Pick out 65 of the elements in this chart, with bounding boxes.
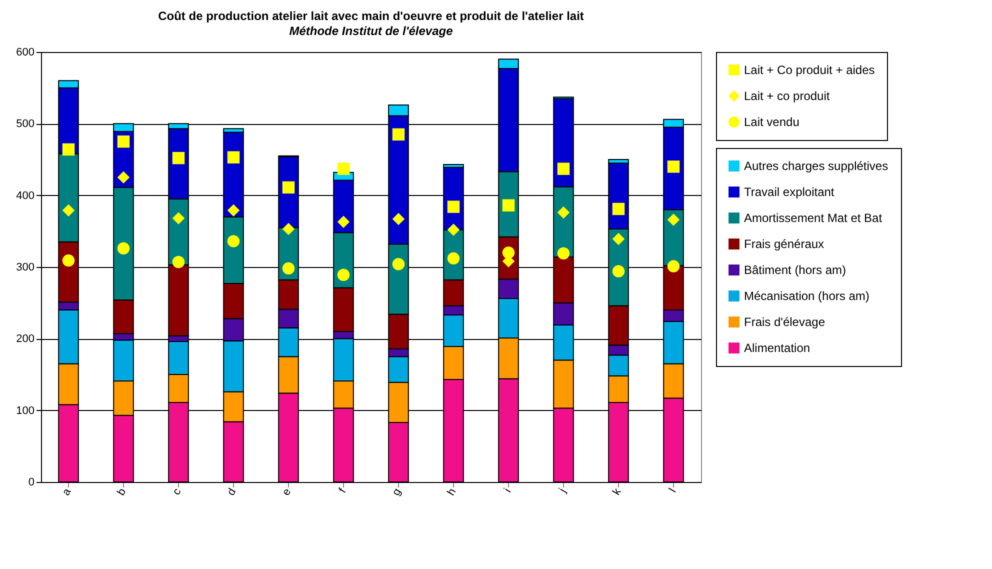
point (612, 232, 625, 246)
chart-title: Coût de production atelier lait avec main d'oeuvre et produit de l'atelier lait (158, 9, 584, 23)
point (62, 204, 75, 217)
point (557, 206, 570, 219)
point (172, 152, 185, 164)
point (282, 262, 295, 275)
legend-label: Lait + co produit (744, 89, 830, 103)
point (557, 162, 570, 175)
point (337, 162, 350, 175)
point (392, 128, 405, 141)
x-tick-label: e (280, 486, 294, 498)
x-tick-label: j (556, 486, 569, 496)
point (392, 212, 405, 226)
point (557, 247, 570, 260)
x-tick-label: b (115, 486, 129, 498)
legend-label: Lait + Co produit + aides (744, 63, 875, 77)
x-tick-label: g (390, 486, 404, 498)
point (667, 160, 680, 173)
y-tick-label: 100 (16, 404, 34, 417)
point (612, 265, 625, 278)
legend-label: Mécanisation (hors am) (744, 289, 870, 303)
x-tick-label: l (667, 486, 679, 495)
point (337, 216, 350, 228)
point (502, 199, 515, 212)
x-tick-label: h (445, 486, 459, 498)
point (447, 200, 460, 213)
point (172, 256, 185, 268)
x-tick-label: i (502, 486, 514, 495)
point (117, 171, 130, 184)
point (392, 258, 405, 270)
point (667, 260, 680, 272)
point (227, 151, 240, 164)
point (227, 204, 240, 217)
legend-label: Alimentation (744, 341, 810, 355)
point (447, 224, 460, 236)
point (172, 212, 185, 224)
legend-label: Frais d'élevage (744, 315, 826, 329)
x-tick-label: f (336, 486, 350, 496)
point (62, 254, 75, 267)
y-tick-label: 500 (16, 118, 34, 130)
point (227, 235, 240, 248)
legend-label: Lait vendu (744, 115, 800, 129)
point (117, 135, 130, 148)
point (117, 242, 130, 254)
y-tick-label: 400 (16, 190, 34, 202)
x-tick-label: d (225, 486, 239, 498)
x-tick-label: k (610, 486, 624, 498)
point (282, 222, 295, 236)
legend-label: Frais généraux (744, 237, 824, 251)
x-tick-label: c (170, 486, 184, 498)
point (282, 181, 295, 194)
y-tick-label: 0 (28, 476, 34, 488)
legend-label: Amortissement Mat et Bat (744, 211, 883, 225)
point (667, 214, 680, 226)
point (612, 202, 625, 216)
legend-label: Bâtiment (hors am) (744, 263, 846, 277)
y-tick-label: 600 (16, 46, 34, 58)
legend-label: Autres charges supplétives (744, 159, 888, 173)
y-tick-label: 300 (16, 262, 34, 274)
x-tick-label: a (60, 486, 74, 498)
point (62, 143, 75, 156)
point (337, 268, 350, 281)
y-tick-label: 200 (16, 333, 34, 346)
legend-label: Travail exploitant (744, 185, 835, 199)
chart-subtitle: Méthode Institut de l'élevage (289, 24, 454, 38)
